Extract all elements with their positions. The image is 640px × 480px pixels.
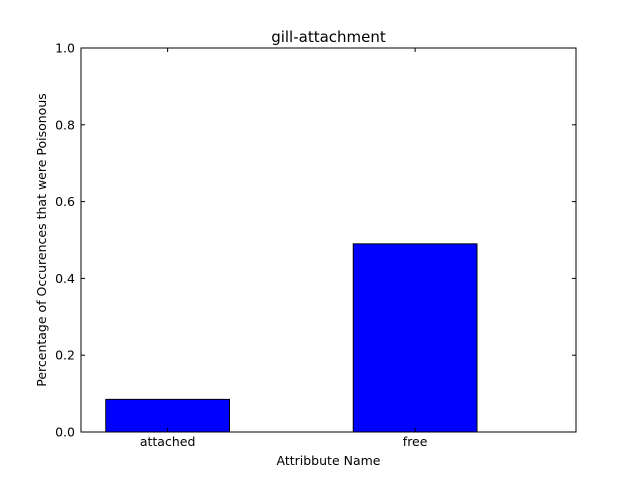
bar-free [352, 243, 478, 433]
x-tick-label: attached [140, 434, 196, 449]
y-tick-label: 0.2 [55, 348, 75, 363]
y-tick-label: 1.0 [55, 41, 75, 56]
x-axis-label: Attribbute Name [277, 453, 381, 468]
y-tick-label: 0.4 [55, 271, 75, 286]
plot-frame [80, 47, 577, 433]
y-tick-label: 0.6 [55, 194, 75, 209]
y-tick-label: 0.8 [55, 117, 75, 132]
ticks-group: attached free 0.0 0.2 0.4 0.6 0.8 1.0 [55, 41, 576, 449]
x-tick-label: free [403, 434, 428, 449]
y-tick-label: 0.0 [55, 425, 75, 440]
y-axis-label: Percentage of Occurences that were Poiso… [34, 93, 49, 387]
chart-title: gill-attachment [271, 28, 386, 46]
bar-attached [105, 398, 230, 433]
bars-group [105, 243, 478, 433]
